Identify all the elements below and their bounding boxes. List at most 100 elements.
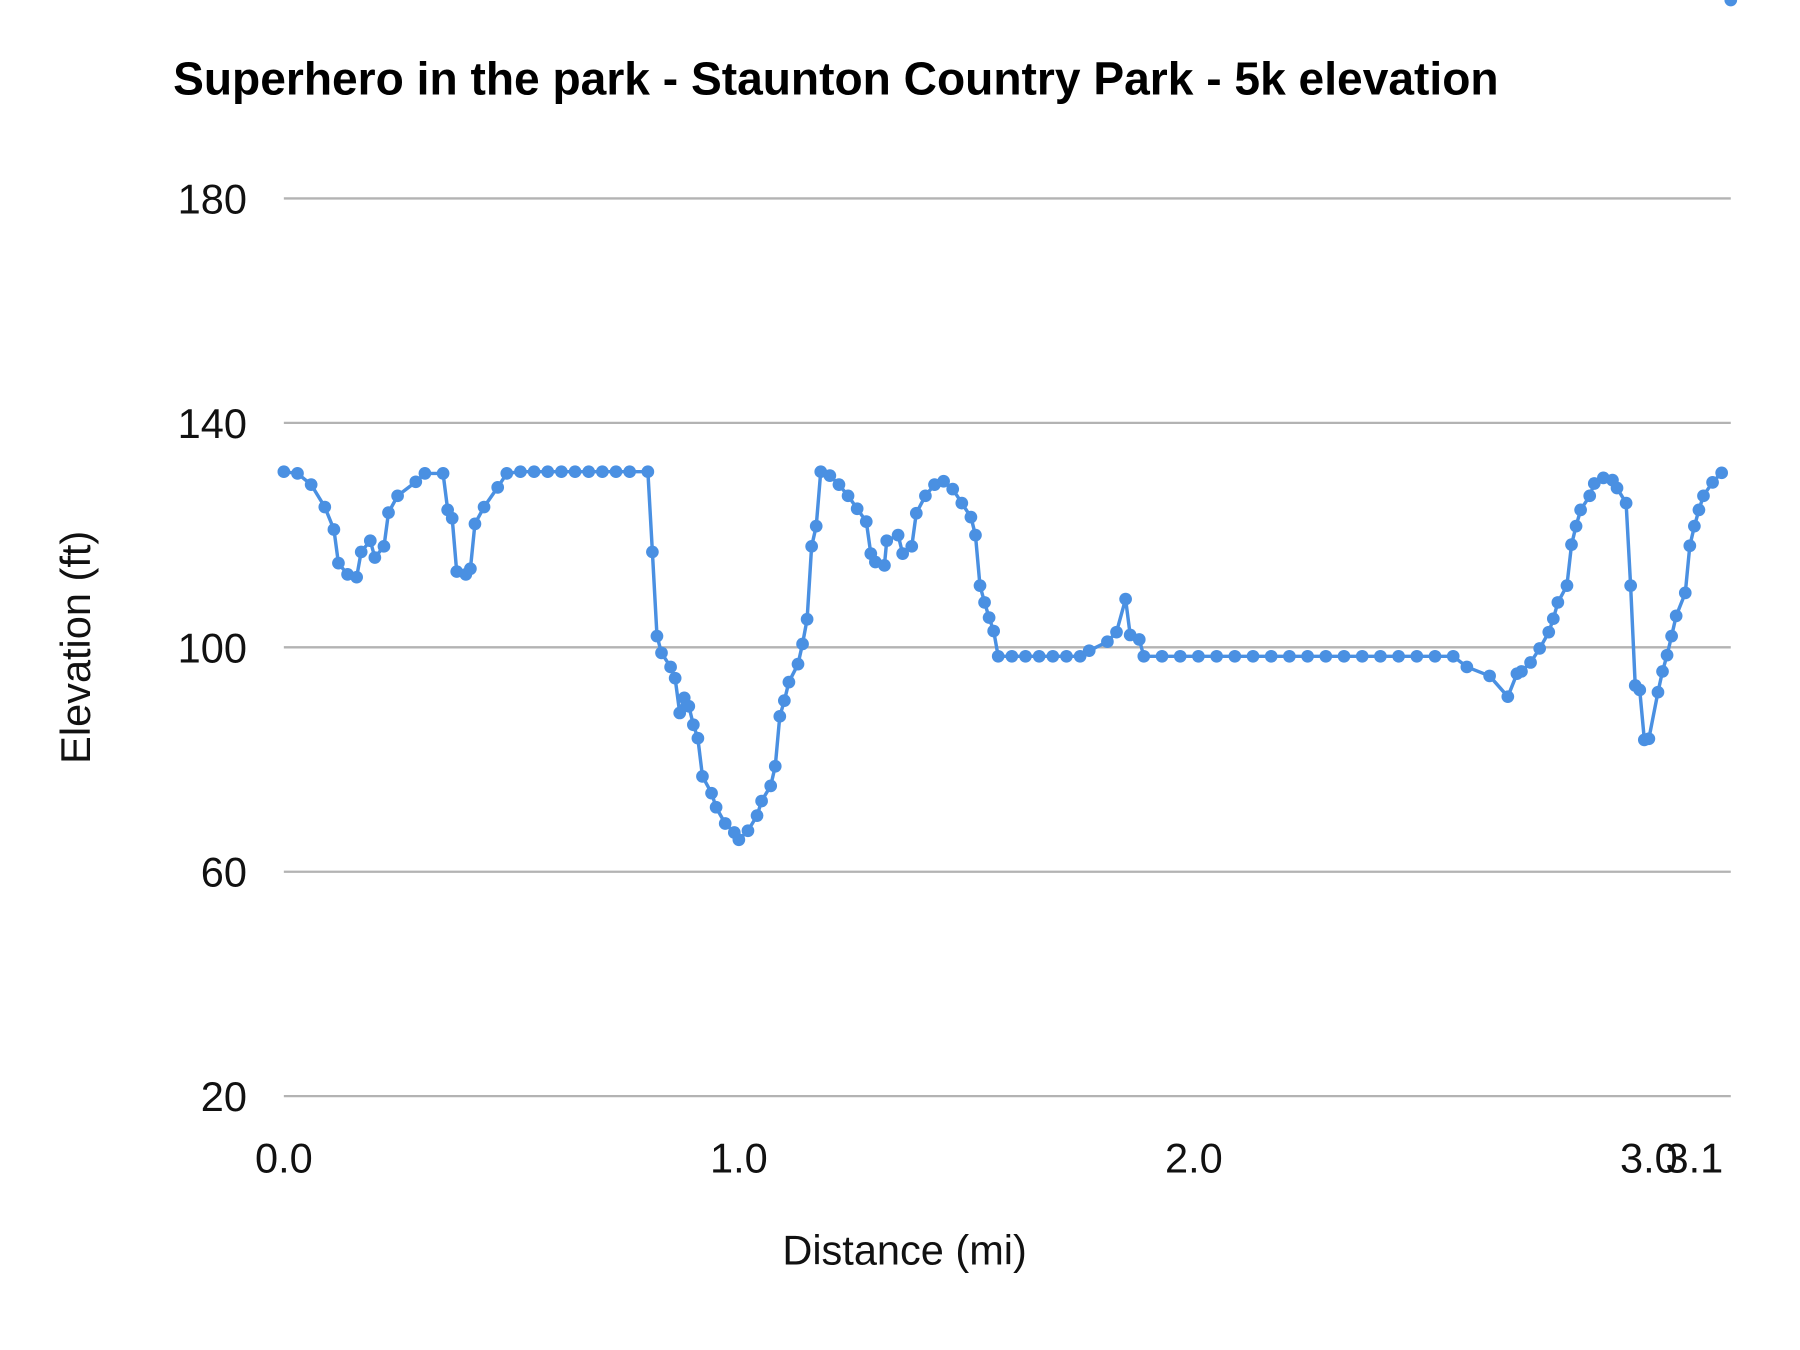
data-point: [350, 570, 363, 584]
data-point: [436, 467, 450, 480]
data-point: [1651, 685, 1665, 699]
data-point: [1619, 496, 1633, 510]
data-point: [568, 465, 582, 479]
data-point: [555, 465, 568, 479]
data-point: [791, 657, 805, 671]
data-point: [764, 779, 778, 793]
data-point: [1683, 539, 1697, 553]
data-point: [1633, 683, 1647, 697]
data-point: [327, 523, 341, 536]
data-point: [896, 547, 910, 560]
data-point: [705, 786, 718, 800]
data-point: [1319, 649, 1333, 663]
data-point: [1583, 489, 1597, 503]
data-point: [1283, 649, 1296, 663]
data-point: [650, 629, 664, 643]
data-point: [905, 539, 919, 553]
data-point: [1019, 649, 1032, 663]
data-point: [1692, 503, 1706, 517]
data-point: [1546, 612, 1560, 626]
data-point: [664, 660, 677, 674]
x-axis-ticks: 0.0 1.0 2.0 3.03.1: [255, 1134, 1723, 1181]
data-point: [809, 519, 823, 533]
x-tick-label: 0.0: [255, 1134, 313, 1181]
data-point: [1005, 649, 1019, 663]
data-point: [332, 556, 345, 570]
data-point: [796, 637, 809, 651]
data-point: [782, 675, 796, 689]
data-point: [1210, 649, 1223, 663]
data-point: [1301, 649, 1314, 663]
data-point: [1046, 649, 1060, 663]
data-point: [691, 731, 705, 745]
data-point: [859, 515, 873, 528]
data-point: [277, 465, 291, 479]
data-point: [1574, 503, 1587, 517]
data-point: [655, 646, 668, 660]
data-point: [1337, 649, 1351, 663]
data-point: [491, 481, 505, 494]
data-point: [778, 694, 791, 707]
data-point: [1110, 625, 1123, 639]
data-point: [1715, 466, 1729, 480]
data-point: [382, 506, 395, 519]
data-point: [1610, 481, 1624, 495]
data-point: [982, 611, 996, 624]
data-point: [1060, 649, 1073, 663]
data-point: [823, 469, 837, 482]
data-point: [1665, 629, 1678, 643]
data-point: [687, 718, 700, 732]
data-point: [878, 559, 891, 572]
data-point: [768, 759, 782, 773]
data-point: [991, 649, 1005, 663]
data-point: [477, 500, 491, 514]
data-point: [354, 545, 368, 559]
data-point: [1524, 656, 1537, 669]
chart-title: Superhero in the park - Staunton Country…: [173, 53, 1499, 105]
data-point: [682, 699, 696, 713]
data-point: [718, 817, 732, 830]
data-point: [1501, 690, 1515, 704]
data-point: [964, 510, 978, 524]
data-point: [641, 465, 655, 479]
data-point: [880, 534, 894, 548]
data-point: [318, 500, 332, 514]
data-point: [1355, 649, 1369, 663]
data-point: [646, 545, 659, 559]
data-point: [1173, 649, 1187, 663]
data-point: [1551, 596, 1565, 609]
x-tick-label: 1.0: [710, 1134, 768, 1181]
data-point: [773, 709, 787, 723]
data-point: [527, 465, 541, 479]
data-point: [1073, 649, 1087, 663]
data-point: [1560, 579, 1574, 592]
data-point: [805, 539, 819, 553]
data-point: [363, 534, 377, 548]
data-point: [1688, 519, 1701, 533]
data-point: [1624, 579, 1638, 592]
data-point: [1246, 649, 1260, 663]
y-axis-label: Elevation (ft): [52, 531, 99, 764]
data-point: [978, 596, 991, 609]
data-point: [1192, 649, 1205, 663]
data-point: [445, 511, 459, 525]
data-point: [1565, 538, 1578, 551]
gridlines: [283, 197, 1731, 1098]
data-point: [623, 465, 636, 479]
data-point: [464, 562, 477, 576]
data-point: [673, 706, 687, 720]
x-axis-label: Distance (mi): [782, 1227, 1027, 1274]
data-point: [755, 794, 768, 808]
data-point: [709, 800, 723, 814]
data-point: [582, 465, 596, 479]
data-point: [946, 482, 960, 496]
data-point: [514, 465, 527, 479]
data-point: [1660, 648, 1674, 662]
data-point: [1460, 660, 1474, 674]
data-point: [1228, 649, 1242, 663]
data-point: [937, 474, 950, 488]
data-point: [1428, 649, 1442, 663]
data-point: [955, 496, 969, 510]
data-point: [973, 579, 987, 592]
